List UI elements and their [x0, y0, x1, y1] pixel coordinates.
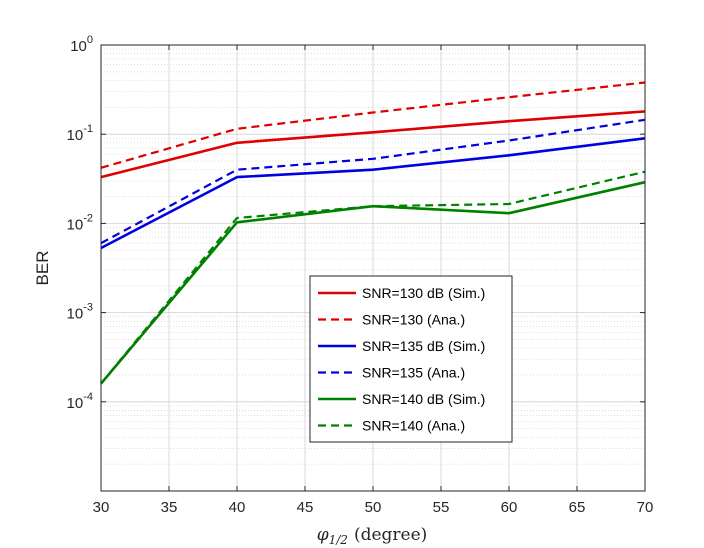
- legend-label: SNR=140 (Ana.): [362, 418, 465, 434]
- y-tick-label: 10-3: [67, 302, 93, 323]
- x-tick-label: 35: [161, 499, 178, 516]
- x-axis-label-symbol: φ: [317, 525, 329, 545]
- series-line: [100, 118, 646, 245]
- minor-grid: [101, 48, 645, 465]
- x-tick-label: 65: [569, 499, 586, 516]
- legend-label: SNR=130 (Ana.): [362, 312, 465, 328]
- x-tick-label: 40: [229, 499, 246, 516]
- y-tick-label: 10-4: [67, 391, 93, 412]
- y-axis-ticks: 100 10-1 10-2 10-3 10-4: [67, 34, 645, 412]
- y-tick-label: 10-1: [67, 123, 93, 144]
- x-tick-label: 60: [501, 499, 518, 516]
- y-axis-label: BER: [33, 251, 52, 286]
- legend-label: SNR=135 dB (Sim.): [362, 338, 485, 354]
- legend-box: [309, 275, 513, 443]
- series-line: [100, 137, 646, 250]
- series-line: [100, 110, 646, 179]
- legend: SNR=130 dB (Sim.) SNR=130 (Ana.) SNR=135 d…: [309, 275, 513, 443]
- legend-label: SNR=140 dB (Sim.): [362, 391, 485, 407]
- legend-label: SNR=130 dB (Sim.): [362, 285, 485, 301]
- x-axis-label-subscript: 1/2: [329, 533, 348, 547]
- y-tick-label: 10-2: [67, 212, 93, 233]
- y-tick-label: 100: [70, 34, 93, 55]
- x-axis-label-unit: (degree): [354, 525, 427, 545]
- x-tick-label: 70: [637, 499, 654, 516]
- series-layer: [100, 81, 646, 385]
- x-tick-label: 30: [93, 499, 110, 516]
- series-line: [100, 180, 646, 385]
- x-axis-ticks: 30 35 40 45 50 55 60 65 70: [93, 45, 654, 516]
- x-tick-label: 50: [365, 499, 382, 516]
- legend-label: SNR=135 (Ana.): [362, 365, 465, 381]
- series-line: [100, 170, 646, 385]
- x-axis-label: φ1/2 (degree): [317, 525, 428, 547]
- x-tick-label: 45: [297, 499, 314, 516]
- series-line: [100, 81, 646, 169]
- x-tick-label: 55: [433, 499, 450, 516]
